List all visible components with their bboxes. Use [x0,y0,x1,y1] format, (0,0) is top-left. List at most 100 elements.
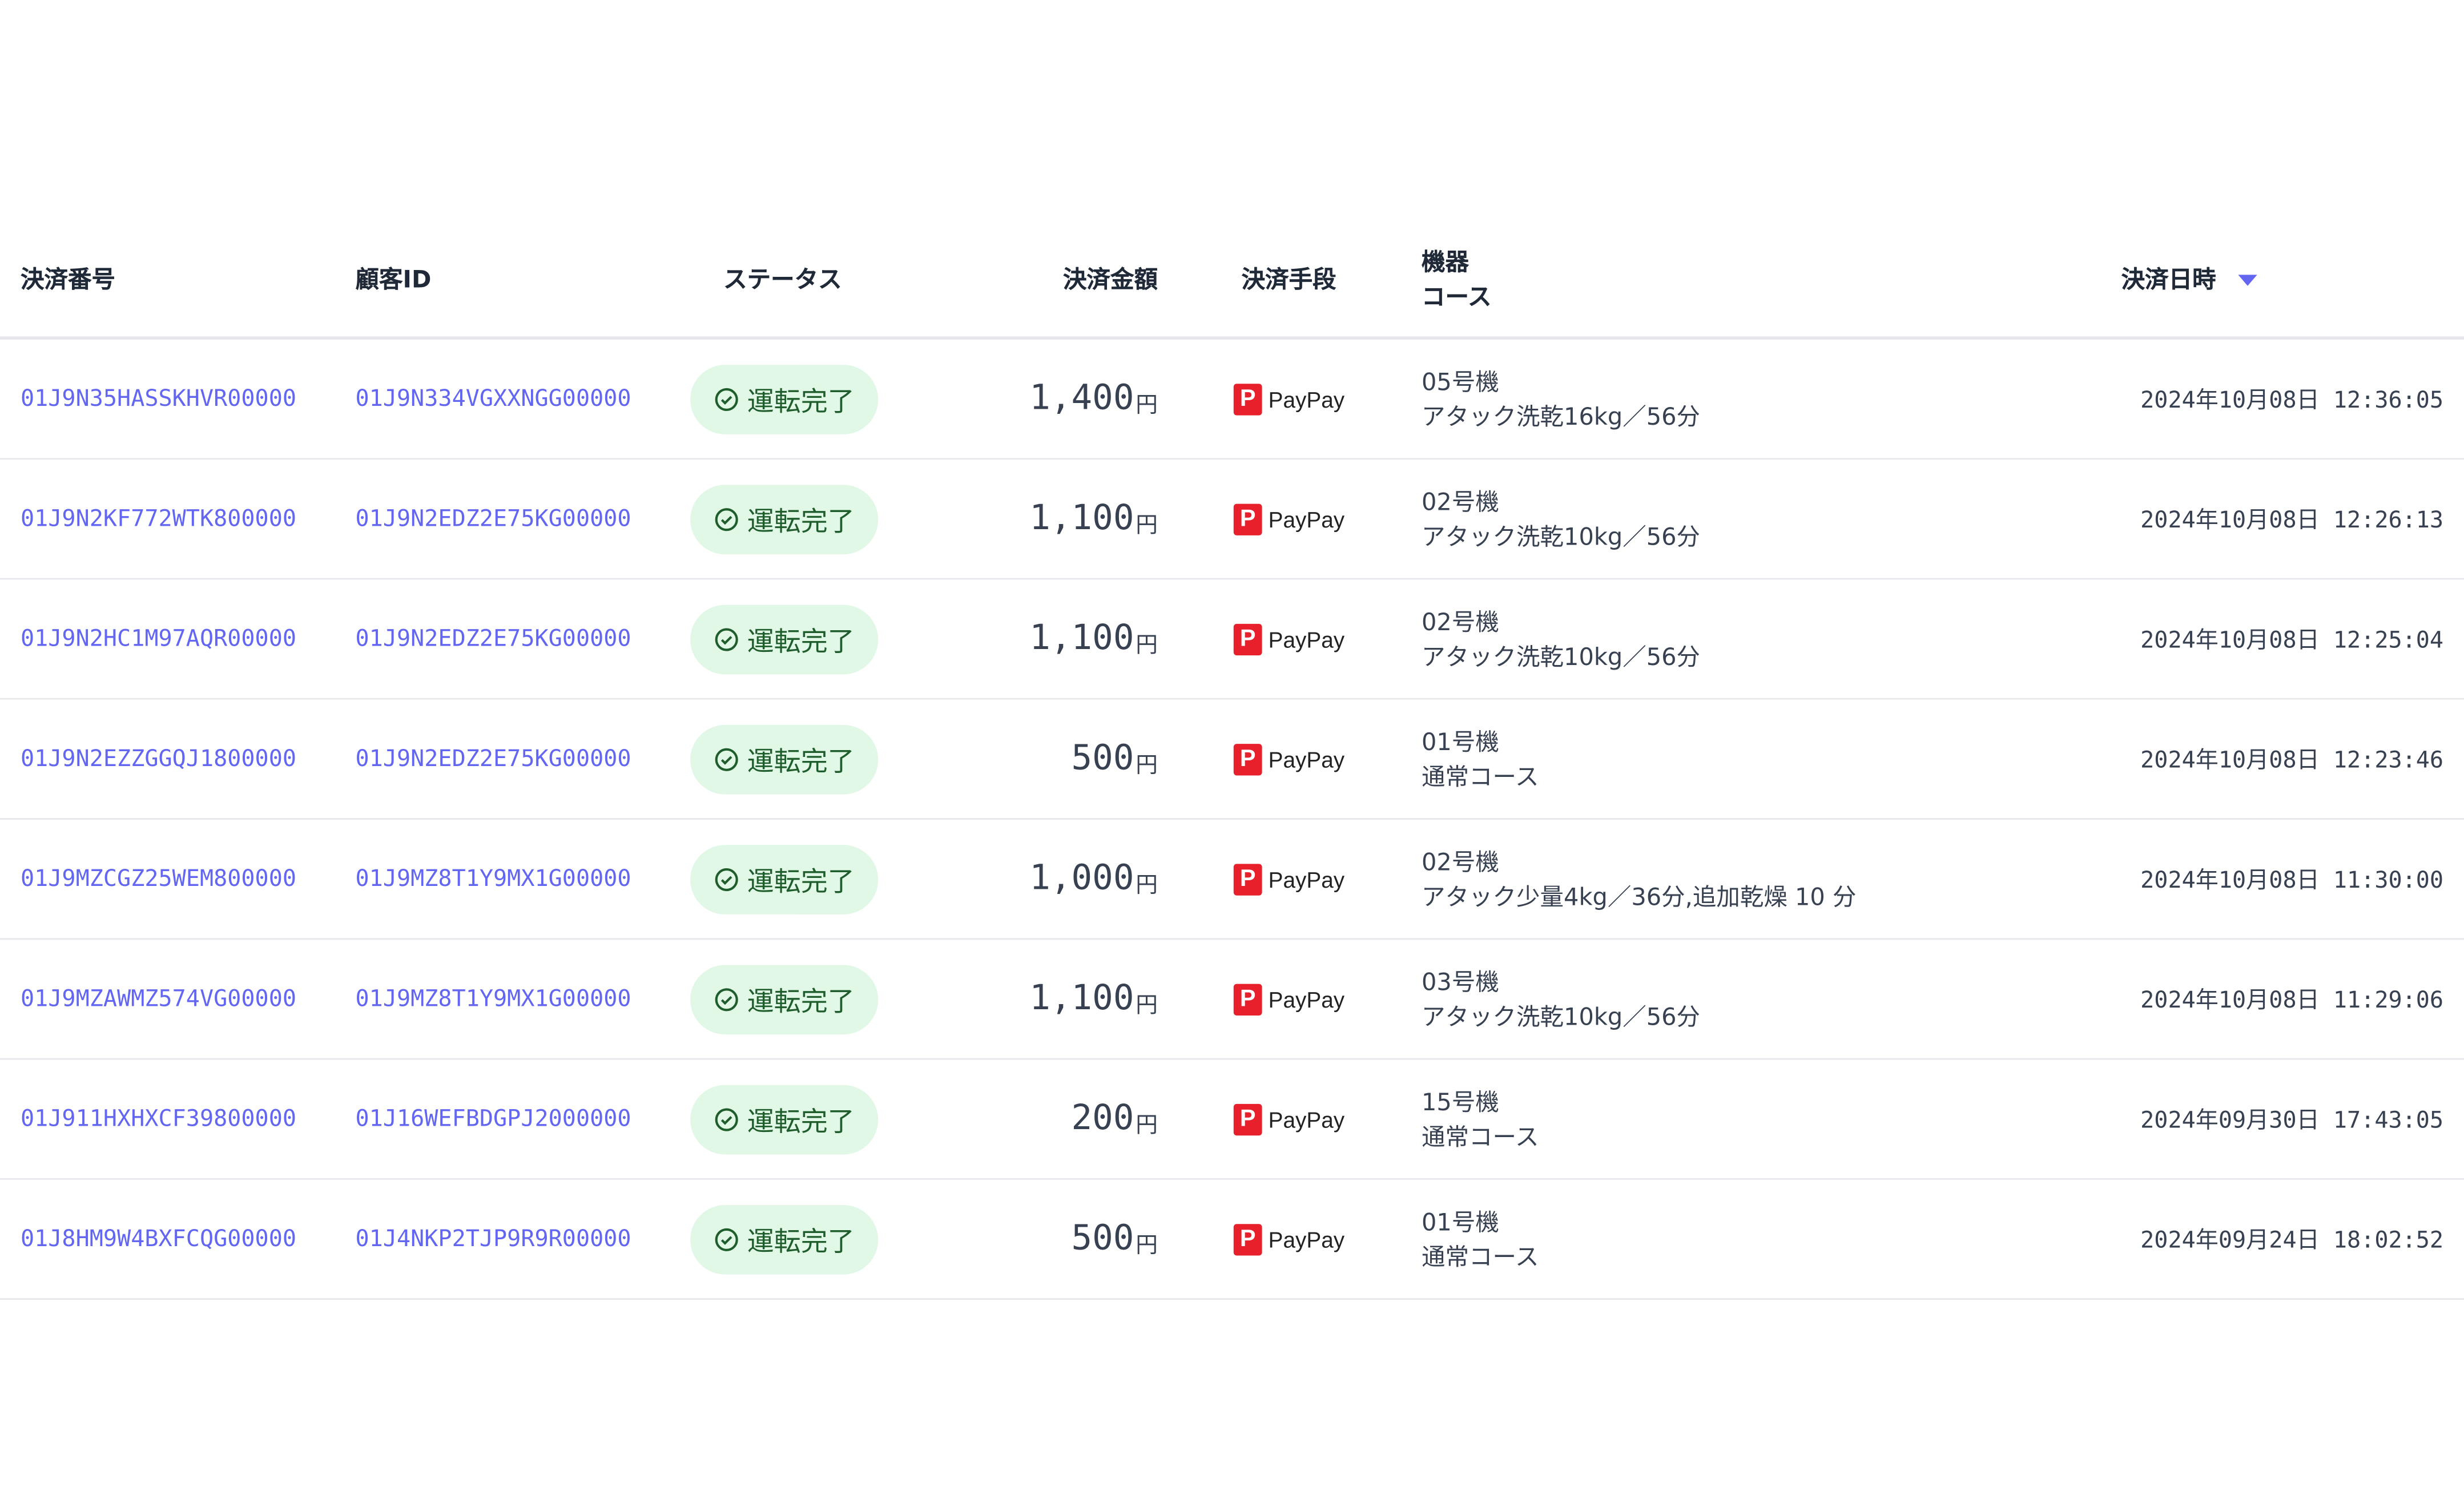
customer-id-link[interactable]: 01J9N334VGXXNGG00000 [355,386,631,412]
payment-method-text: PayPay [1268,746,1345,772]
payment-method-text: PayPay [1268,506,1345,531]
check-circle-icon [715,627,738,651]
amount-value: 1,100 [1029,499,1134,539]
machine: 02号機 [1422,607,1499,636]
machine: 15号機 [1422,1087,1499,1116]
status-badge: 運転完了 [690,1180,879,1299]
header-method: 決済手段 [1241,265,1336,294]
paypay-logo-icon: P [1233,623,1262,655]
table-row[interactable]: 01J911HXHXCF39800000 01J16WEFBDGPJ200000… [0,1059,2464,1180]
header-payment-no: 決済番号 [20,265,116,294]
payment-no-link[interactable]: 01J9N2HC1M97AQR00000 [20,626,297,652]
header-course: コース [1422,283,1492,312]
header-datetime-sort[interactable]: 決済日時 [2121,262,2259,295]
table-header: 決済番号 顧客ID ステータス 決済金額 決済手段 機器 コース 決済日時 [0,221,2464,340]
status-text: 運転完了 [747,627,855,659]
payment-method: P PayPay [1233,579,1344,698]
table-row[interactable]: 01J9MZCGZ25WEM800000 01J9MZ8T1Y9MX1G0000… [0,820,2464,940]
check-circle-icon [715,987,738,1010]
payment-datetime: 2024年10月08日 12:25:04 [2140,628,2444,654]
currency-unit: 円 [1136,992,1158,1018]
status-badge: 運転完了 [690,700,879,819]
amount-value: 1,000 [1029,859,1134,899]
machine-course: 02号機アタック洗乾10kg／56分 [1422,579,1700,698]
status-badge: 運転完了 [690,940,879,1058]
machine-course: 01号機 通常コース [1422,700,1539,819]
customer-id-link[interactable]: 01J9N2EDZ2E75KG00000 [355,626,631,652]
status-badge: 運転完了 [690,820,879,938]
customer-id-link[interactable]: 01J9MZ8T1Y9MX1G00000 [355,986,631,1012]
currency-unit: 円 [1136,392,1158,418]
amount-value: 1,100 [1029,619,1134,659]
paypay-logo-icon: P [1233,382,1262,415]
check-circle-icon [715,1227,738,1251]
header-customer-id: 顧客ID [355,265,432,294]
table-row[interactable]: 01J8HM9W4BXFCQG00000 01J4NKP2TJP9R9R0000… [0,1180,2464,1300]
course: アタック洗乾16kg／56分 [1422,402,1701,430]
paypay-logo-icon: P [1233,863,1262,895]
table-row[interactable]: 01J9N2HC1M97AQR00000 01J9N2EDZ2E75KG0000… [0,579,2464,700]
payment-method: P PayPay [1233,820,1344,938]
amount-value: 500 [1071,1219,1134,1259]
course: 通常コース [1422,1242,1539,1271]
payment-no-link[interactable]: 01J8HM9W4BXFCQG00000 [20,1226,297,1252]
customer-id-link[interactable]: 01J4NKP2TJP9R9R00000 [355,1226,631,1252]
paypay-logo-icon: P [1233,743,1262,775]
payment-no-link[interactable]: 01J9N35HASSKHVR00000 [20,386,297,412]
payment-datetime: 2024年10月08日 12:36:05 [2140,388,2444,414]
payment-no-link[interactable]: 01J9MZCGZ25WEM800000 [20,866,297,892]
status-text: 運転完了 [747,1227,855,1259]
payment-datetime: 2024年10月08日 11:29:06 [2140,988,2444,1014]
payment-method: P PayPay [1233,340,1345,458]
check-circle-icon [715,507,738,530]
machine: 02号機 [1422,487,1499,516]
payment-no-link[interactable]: 01J9N2EZZGGQJ1800000 [20,746,297,772]
course: アタック洗乾10kg／56分 [1422,1002,1701,1031]
amount: 500 円 [1072,700,1158,819]
status-badge: 運転完了 [690,340,879,458]
payment-method: P PayPay [1233,1059,1345,1178]
machine: 01号機 [1422,1207,1499,1236]
customer-id-link[interactable]: 01J9N2EDZ2E75KG00000 [355,506,631,531]
course: アタック洗乾10kg／56分 [1422,642,1701,671]
header-datetime: 決済日時 [2121,265,2216,294]
payment-datetime: 2024年10月08日 12:26:13 [2140,508,2444,534]
machine: 03号機 [1422,967,1499,996]
payment-no-link[interactable]: 01J9N2KF772WTK800000 [20,506,297,531]
paypay-logo-icon: P [1233,503,1262,535]
check-circle-icon [715,387,738,410]
payment-method-text: PayPay [1268,1106,1345,1132]
customer-id-link[interactable]: 01J9N2EDZ2E75KG00000 [355,746,631,772]
table-row[interactable]: 01J9N2KF772WTK800000 01J9N2EDZ2E75KG0000… [0,460,2464,580]
machine-course: 15号機 通常コース [1422,1059,1539,1178]
status-text: 運転完了 [747,747,855,779]
customer-id-link[interactable]: 01J16WEFBDGPJ2000000 [355,1106,631,1132]
header-amount: 決済金額 [1062,265,1158,294]
machine-course: 05号機 アタック洗乾16kg／56分 [1422,340,1700,458]
payment-method-text: PayPay [1268,386,1345,412]
amount: 1,000 円 [1029,820,1158,938]
header-machine: 機器 [1422,248,1469,277]
check-circle-icon [715,867,738,890]
table-row[interactable]: 01J9N2EZZGGQJ1800000 01J9N2EDZ2E75KG0000… [0,700,2464,820]
machine: 01号機 [1422,727,1499,756]
machine-course: 01号機通常コース [1422,1180,1539,1299]
status-text: 運転完了 [747,867,855,899]
amount: 500 円 [1072,1180,1158,1299]
amount: 1,100 円 [1029,460,1158,578]
table-row[interactable]: 01J9MZAWMZ574VG00000 01J9MZ8T1Y9MX1G0000… [0,940,2464,1060]
machine-course: 03号機アタック洗乾10kg／56分 [1422,940,1700,1058]
payment-no-link[interactable]: 01J9MZAWMZ574VG00000 [20,986,297,1012]
status-badge: 運転完了 [690,460,879,578]
table-row[interactable]: 01J9N35HASSKHVR00000 01J9N334VGXXNGG0000… [0,340,2464,460]
currency-unit: 円 [1136,1113,1158,1138]
amount: 1,400 円 [1029,340,1158,458]
payment-method: P PayPay [1233,1180,1344,1299]
amount-value: 200 [1071,1099,1134,1139]
paypay-logo-icon: P [1233,1103,1262,1135]
status-text: 運転完了 [747,386,855,419]
payment-no-link[interactable]: 01J911HXHXCF39800000 [20,1106,297,1132]
payment-datetime: 2024年09月30日 17:43:05 [2140,1109,2444,1134]
amount-value: 1,400 [1029,379,1134,419]
customer-id-link[interactable]: 01J9MZ8T1Y9MX1G00000 [355,866,631,892]
